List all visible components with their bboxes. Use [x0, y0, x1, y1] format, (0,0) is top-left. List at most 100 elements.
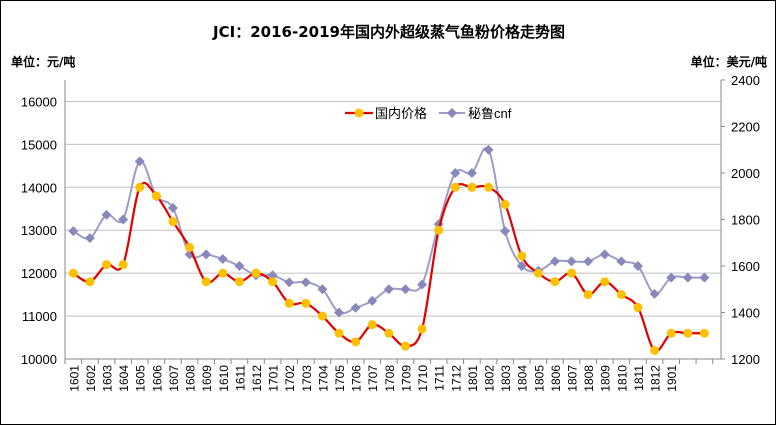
data-point-peru-cnf: [334, 307, 344, 318]
right-tick-label: 2400: [731, 73, 760, 88]
right-axis-unit: 单位：美元/吨: [690, 55, 767, 69]
data-point-domestic: [567, 268, 577, 278]
legend-marker-peru-cnf: [447, 108, 457, 118]
data-point-domestic: [600, 277, 610, 287]
data-point-domestic: [284, 298, 294, 308]
data-point-domestic: [384, 328, 394, 338]
data-point-domestic: [583, 290, 593, 300]
left-tick-label: 16000: [21, 94, 57, 109]
data-point-peru-cnf: [583, 256, 594, 267]
x-tick-label: 1611: [233, 365, 247, 391]
data-point-domestic: [85, 277, 95, 287]
x-tick-label: 1605: [134, 365, 148, 392]
data-point-domestic: [633, 302, 643, 312]
data-point-peru-cnf: [317, 284, 328, 295]
data-point-peru-cnf: [599, 249, 610, 260]
left-tick-label: 14000: [21, 180, 57, 195]
x-tick-label: 1809: [599, 365, 613, 392]
x-tick-label: 1811: [632, 365, 646, 391]
data-point-domestic: [650, 345, 660, 355]
data-point-domestic: [102, 260, 112, 270]
series-line-domestic: [72, 181, 705, 353]
data-point-peru-cnf: [500, 226, 511, 237]
data-point-domestic: [550, 277, 560, 287]
data-point-peru-cnf: [649, 288, 660, 299]
data-point-domestic: [201, 277, 211, 287]
x-tick-label: 1703: [300, 365, 314, 392]
x-tick-label: 1807: [566, 365, 580, 392]
data-point-peru-cnf: [300, 277, 311, 288]
x-tick-label: 1609: [200, 365, 214, 392]
left-tick-label: 11000: [22, 309, 57, 324]
x-tick-label: 1603: [101, 365, 115, 392]
data-point-peru-cnf: [350, 302, 361, 313]
x-tick-label: 1805: [532, 365, 546, 392]
data-point-peru-cnf: [234, 261, 245, 271]
data-point-domestic: [234, 277, 244, 287]
data-point-peru-cnf: [201, 249, 212, 260]
data-point-peru-cnf: [483, 144, 494, 155]
data-point-domestic: [400, 341, 410, 351]
data-point-domestic: [135, 182, 145, 192]
right-tick-label: 2000: [731, 166, 760, 181]
legend-marker-domestic: [354, 108, 364, 118]
data-point-domestic: [351, 337, 361, 347]
data-point-peru-cnf: [101, 209, 112, 220]
data-point-peru-cnf: [633, 261, 643, 271]
right-tick-label: 1800: [731, 213, 760, 228]
data-point-peru-cnf: [549, 256, 560, 267]
data-point-peru-cnf: [367, 295, 378, 306]
x-tick-label: 1806: [549, 365, 563, 392]
x-tick-label: 1704: [316, 365, 330, 392]
data-point-peru-cnf: [284, 277, 295, 288]
data-point-peru-cnf: [267, 270, 278, 281]
data-point-peru-cnf: [118, 214, 129, 225]
data-point-peru-cnf: [516, 261, 527, 271]
x-tick-label: 1710: [416, 365, 430, 392]
x-tick-label: 1604: [117, 365, 131, 392]
data-point-peru-cnf: [417, 279, 428, 290]
x-tick-label: 1702: [283, 365, 297, 392]
data-point-peru-cnf: [400, 284, 411, 295]
data-point-domestic: [533, 268, 543, 278]
data-point-domestic: [168, 217, 178, 227]
x-tick-label: 1712: [449, 365, 463, 392]
x-tick-label: 1706: [350, 365, 364, 392]
x-tick-label: 1707: [366, 365, 380, 392]
data-point-domestic: [251, 268, 261, 278]
x-tick-label: 1602: [84, 365, 98, 392]
x-tick-label: 1802: [482, 365, 496, 392]
data-point-domestic: [68, 268, 78, 278]
data-point-domestic: [699, 328, 709, 338]
x-tick-label: 1601: [67, 365, 81, 392]
data-point-domestic: [317, 311, 327, 321]
x-tick-label: 1610: [217, 365, 231, 392]
data-point-peru-cnf: [566, 256, 577, 267]
data-point-domestic: [151, 191, 161, 201]
data-point-domestic: [334, 328, 344, 338]
data-point-domestic: [268, 277, 278, 287]
legend-label-peru-cnf: 秘鲁cnf: [468, 106, 512, 121]
data-point-peru-cnf: [666, 272, 677, 283]
data-point-domestic: [417, 324, 427, 334]
x-tick-label: 1709: [399, 365, 413, 392]
data-point-domestic: [367, 320, 377, 330]
x-tick-label: 1812: [649, 365, 663, 392]
data-point-domestic: [450, 182, 460, 192]
data-point-domestic: [467, 182, 477, 192]
x-tick-label: 1608: [184, 365, 198, 392]
data-point-domestic: [301, 298, 311, 308]
data-point-peru-cnf: [134, 156, 145, 167]
data-point-domestic: [500, 199, 510, 209]
data-point-domestic: [218, 268, 228, 278]
x-tick-label: 1606: [150, 365, 164, 392]
x-tick-label: 1901: [665, 365, 679, 392]
left-tick-label: 15000: [21, 137, 57, 152]
left-tick-label: 10000: [21, 352, 57, 367]
data-point-peru-cnf: [682, 272, 693, 283]
x-tick-label: 1810: [615, 365, 629, 392]
data-point-domestic: [185, 242, 195, 252]
x-tick-label: 1804: [516, 365, 530, 392]
